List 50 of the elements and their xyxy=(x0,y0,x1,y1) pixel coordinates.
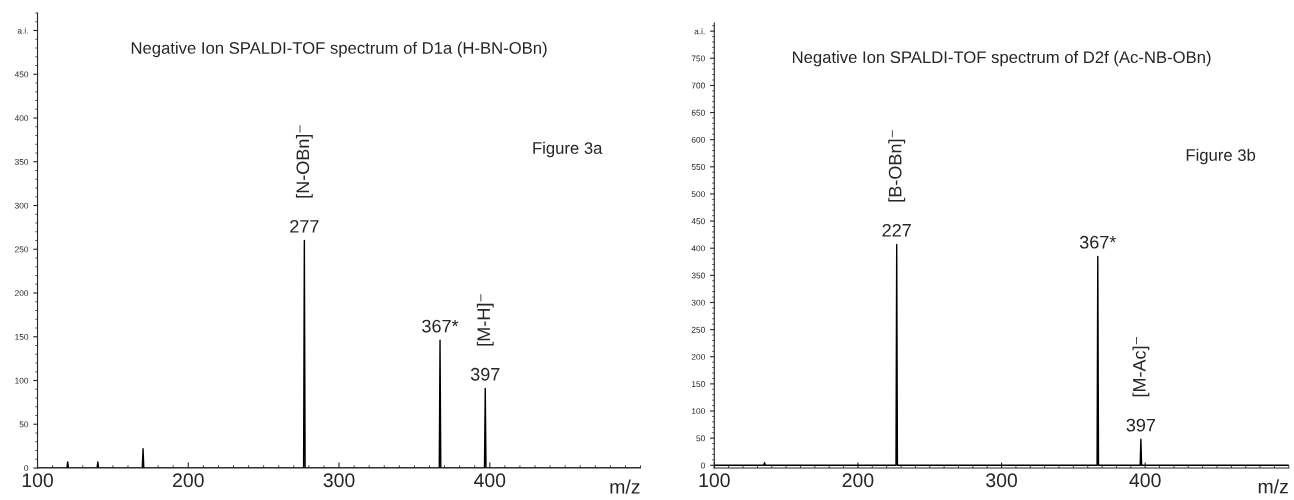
y-tick-label: 300 xyxy=(691,299,705,306)
annotation: Figure 3b xyxy=(1186,148,1256,165)
annotation: Figure 3a xyxy=(533,141,603,158)
y-tick-label: 250 xyxy=(691,326,705,333)
y-tick-label: 450 xyxy=(14,71,29,78)
y-tick-label: 0 xyxy=(24,465,29,472)
x-tick-label: 200 xyxy=(842,473,874,488)
y-tick-label: a.i. xyxy=(17,27,28,34)
y-tick-label: 200 xyxy=(15,290,29,297)
y-tick-label: 600 xyxy=(691,136,705,143)
y-tick-label: 150 xyxy=(691,381,705,387)
text: Negative Ion SPALDI-TOF spectrum of D2f (Ac-NB-OBn) xyxy=(792,50,1211,67)
x-tick-label: 300 xyxy=(986,473,1018,488)
annotation: 397 xyxy=(470,367,500,381)
y-tick-label: 400 xyxy=(14,115,29,122)
y-tick-label: 100 xyxy=(15,377,29,384)
y-tick-label: 350 xyxy=(691,272,705,279)
annotation: 367* xyxy=(1079,235,1117,249)
x-tick-label: 400 xyxy=(1129,473,1161,488)
x-tick-label: 200 xyxy=(173,473,204,488)
annotation: 367* xyxy=(422,319,459,333)
y-tick-label: 650 xyxy=(691,109,705,116)
annotation: [M-H]⁻ xyxy=(476,294,494,346)
y-tick-label: 550 xyxy=(691,164,705,170)
text: Negative Ion SPALDI-TOF spectrum of D1a (H-BN-OBn) xyxy=(131,41,547,58)
x-axis-title: m/z xyxy=(610,479,640,494)
y-tick-label: 200 xyxy=(691,353,705,360)
y-tick-label: 750 xyxy=(691,55,705,62)
y-tick-label: 250 xyxy=(15,246,29,253)
y-tick-label: 0 xyxy=(700,462,705,469)
y-tick-label: 300 xyxy=(14,202,29,209)
y-tick-label: 450 xyxy=(691,218,705,225)
annotation: 227 xyxy=(882,223,911,237)
y-tick-label: 150 xyxy=(15,333,29,340)
annotation: 397 xyxy=(1126,418,1156,432)
y-tick-label: a.i. xyxy=(694,28,705,35)
x-tick-label: 300 xyxy=(323,473,355,488)
y-tick-label: 700 xyxy=(691,82,705,89)
annotation: [M-Ac]⁻ xyxy=(1132,337,1150,397)
annotation: 277 xyxy=(290,219,319,233)
annotation: [N-OBn]⁻ xyxy=(295,125,313,198)
y-tick-label: 50 xyxy=(19,421,29,428)
y-tick-label: 500 xyxy=(691,191,705,198)
y-tick-label: 50 xyxy=(696,435,705,442)
annotation: [B-OBn]⁻ xyxy=(888,130,906,202)
y-tick-label: 100 xyxy=(691,408,705,415)
x-tick-label: 400 xyxy=(474,473,506,488)
x-axis-title: m/z xyxy=(1258,479,1288,494)
y-tick-label: 350 xyxy=(14,158,29,165)
y-tick-label: 400 xyxy=(691,245,705,252)
